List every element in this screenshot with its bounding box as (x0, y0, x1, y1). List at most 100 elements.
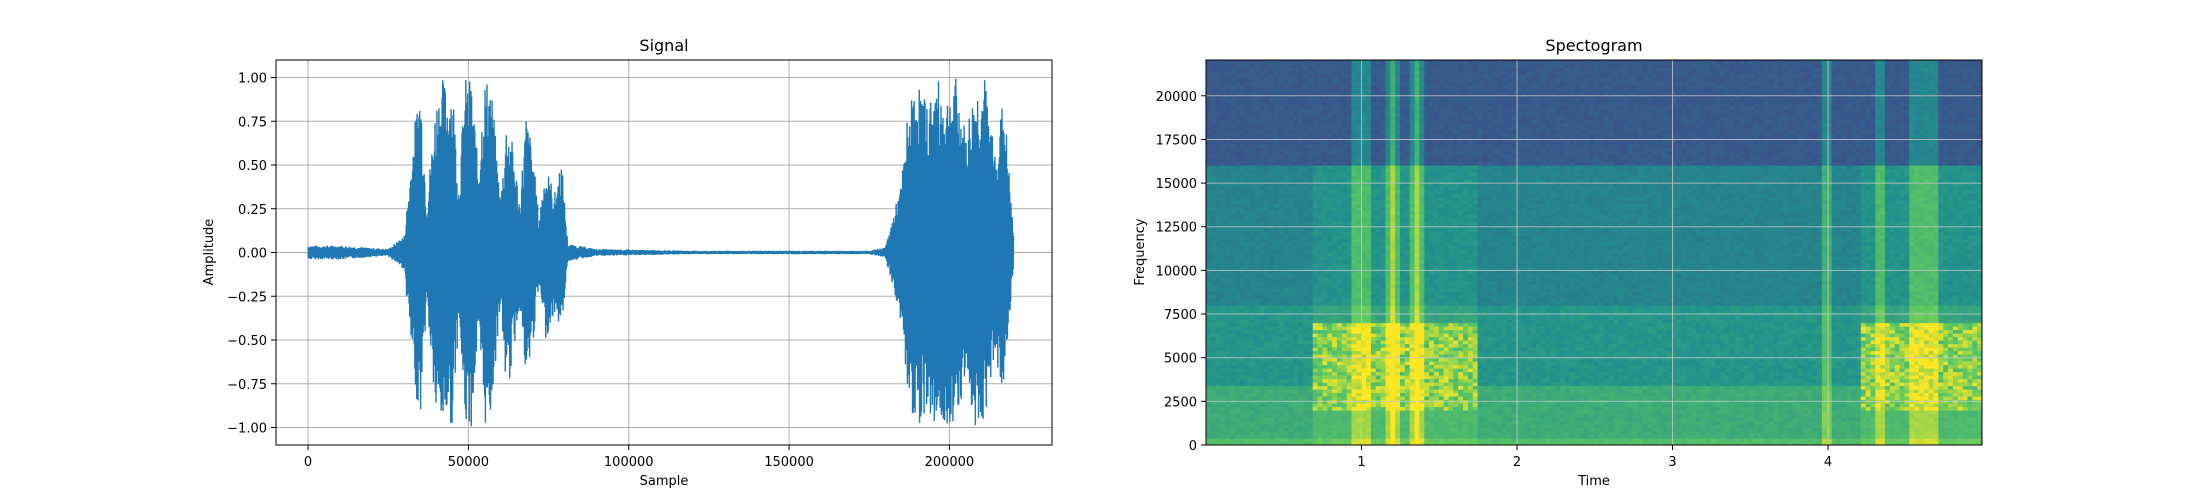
spectrogram-cell (1283, 403, 1290, 408)
spectrogram-cell (1438, 413, 1445, 418)
spectrogram-cell (1807, 368, 1813, 373)
spectrogram-cell (1463, 343, 1469, 348)
spectrogram-cell (1341, 392, 1348, 397)
spectrogram-cell (1618, 375, 1624, 380)
spectrogram-cell (1375, 396, 1382, 401)
spectrogram-cell (1889, 375, 1896, 380)
spectrogram-cell (1574, 427, 1581, 432)
spectrogram-cell (1438, 378, 1445, 383)
spectrogram-cell (1914, 385, 1920, 390)
spectrogram-cell (1298, 340, 1304, 345)
spectrogram-cell (1239, 357, 1246, 362)
spectrogram-cell (1773, 420, 1779, 425)
spectrogram-cell (1429, 413, 1435, 418)
spectrogram-cell (1734, 354, 1741, 359)
spectrogram-cell (1298, 410, 1304, 415)
spectrogram-cell (1244, 396, 1251, 401)
spectrogram-cell (1914, 368, 1920, 373)
spectrogram-cell (1710, 371, 1716, 376)
spectrogram-cell (1613, 350, 1619, 355)
spectrogram-cell (1598, 413, 1605, 418)
spectrogram-cell (1550, 385, 1556, 390)
spectrogram-cell (1433, 371, 1440, 376)
spectrogram-cell (1778, 350, 1784, 355)
spectrogram-cell (1492, 403, 1498, 408)
spectrogram-cell (1487, 413, 1493, 418)
spectrogram-cell (1210, 396, 1217, 401)
spectrogram-cell (1569, 378, 1576, 383)
spectrogram-cell (1754, 375, 1760, 380)
spectrogram-cell (1715, 406, 1721, 411)
spectrogram-cell (1715, 375, 1721, 380)
spectrogram-cell (1332, 340, 1338, 345)
spectrogram-cell (1560, 438, 1566, 443)
spectrogram-cell (1409, 371, 1416, 376)
spectrogram-cell (1288, 424, 1294, 429)
spectrogram-cell (1332, 385, 1338, 390)
spectrogram-cell (1928, 406, 1935, 411)
spectrogram-cell (1739, 378, 1745, 383)
spectrogram-cell (1666, 364, 1673, 369)
spectrogram-cell (1584, 340, 1590, 345)
spectrogram-cell (1681, 350, 1687, 355)
spectrogram-cell (1817, 403, 1823, 408)
spectrogram-cell (1792, 441, 1799, 445)
spectrogram-cell (1453, 406, 1459, 411)
spectrogram-cell (1361, 382, 1367, 387)
spectrogram-cell (1361, 347, 1367, 352)
spectrogram-cell (1821, 406, 1828, 411)
spectrogram-cell (1327, 413, 1333, 418)
spectrogram-cell (1239, 336, 1246, 341)
spectrogram-cell (1361, 375, 1367, 380)
spectrogram-cell (1467, 368, 1474, 373)
spectrogram-cell (1797, 417, 1804, 422)
spectrogram-cell (1458, 368, 1464, 373)
spectrogram-cell (1254, 431, 1260, 436)
spectrogram-cell (1739, 368, 1745, 373)
spectrogram-cell (1385, 340, 1391, 345)
spectrogram-cell (1933, 347, 1939, 352)
spectrogram-cell (1453, 417, 1459, 422)
spectrogram-cell (1298, 389, 1304, 394)
spectrogram-cell (1744, 357, 1750, 362)
spectrogram-cell (1783, 361, 1789, 366)
spectrogram-cell (1390, 420, 1396, 425)
spectrogram-cell (1807, 347, 1813, 352)
spectrogram-cell (1206, 441, 1212, 445)
spectrogram-cell (1865, 368, 1872, 373)
spectrogram-cell (1385, 434, 1391, 439)
spectrogram-cell (1273, 420, 1280, 425)
spectrogram-cell (1613, 357, 1619, 362)
spectrogram-cell (1574, 410, 1581, 415)
spectrogram-cell (1511, 385, 1517, 390)
spectrogram-cell (1540, 396, 1547, 401)
spectrogram-cell (1564, 343, 1571, 348)
spectrogram-cell (1710, 343, 1716, 348)
spectrogram-cell (1739, 431, 1745, 436)
spectrogram-cell (1880, 357, 1886, 362)
spectrogram-cell (1647, 378, 1653, 383)
spectrogram-cell (1642, 357, 1648, 362)
spectrogram-cell (1380, 347, 1387, 352)
spectrogram-cell (1584, 357, 1590, 362)
spectrogram-cell (1695, 403, 1702, 408)
spectrogram-cell (1666, 396, 1673, 401)
spectrogram-cell (1584, 389, 1590, 394)
spectrogram-cell (1235, 350, 1241, 355)
spectrogram-cell (1564, 354, 1571, 359)
spectrogram-cell (1356, 417, 1362, 422)
spectrogram-cell (1530, 347, 1537, 352)
spectrogram-cell (1467, 371, 1474, 376)
spectrogram-cell (1254, 364, 1260, 369)
spectrogram-cell (1220, 385, 1226, 390)
spectrogram-cell (1598, 378, 1605, 383)
spectrogram-cell (1831, 368, 1838, 373)
spectrogram-cell (1792, 392, 1799, 397)
spectrogram-cell (1763, 371, 1770, 376)
spectrogram-cell (1356, 340, 1362, 345)
spectrogram-cell (1370, 382, 1377, 387)
spectrogram-cell (1356, 427, 1362, 432)
spectrogram-cell (1497, 434, 1503, 439)
spectrogram-cell (1652, 438, 1658, 443)
spectrogram-cell (1385, 347, 1391, 352)
